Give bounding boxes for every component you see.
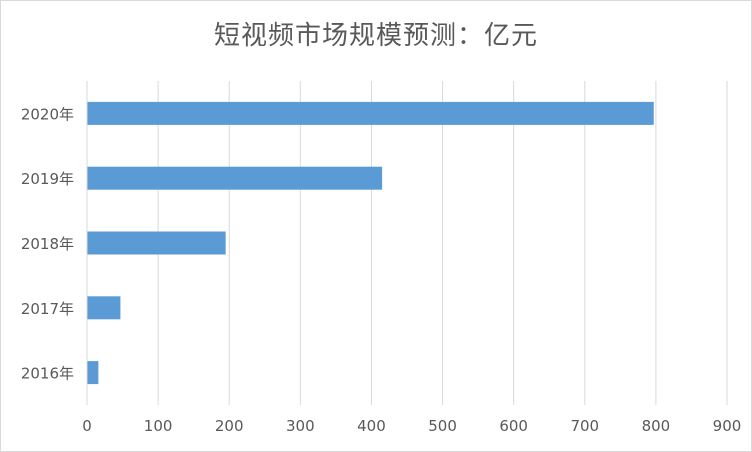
bar-2020年	[87, 101, 654, 125]
x-tick-label: 900	[713, 417, 742, 435]
x-tick-label: 0	[82, 417, 92, 435]
x-tick-label: 300	[286, 417, 315, 435]
y-category-label: 2017年	[21, 300, 74, 318]
bar-2018年	[87, 231, 226, 255]
x-tick-label: 700	[570, 417, 599, 435]
y-category-label: 2019年	[21, 170, 74, 188]
x-tick-label: 100	[144, 417, 173, 435]
y-category-label: 2018年	[21, 235, 74, 253]
x-tick-label: 500	[428, 417, 457, 435]
y-category-label: 2020年	[21, 105, 74, 123]
bar-2017年	[87, 296, 121, 320]
x-tick-label: 600	[499, 417, 528, 435]
y-category-label: 2016年	[21, 365, 74, 383]
x-tick-label: 800	[642, 417, 671, 435]
chart-title: 短视频市场规模预测：亿元	[213, 21, 538, 51]
bar-2019年	[87, 166, 383, 190]
bar-2016年	[87, 361, 99, 385]
x-tick-label: 400	[357, 417, 386, 435]
x-tick-label: 200	[215, 417, 244, 435]
